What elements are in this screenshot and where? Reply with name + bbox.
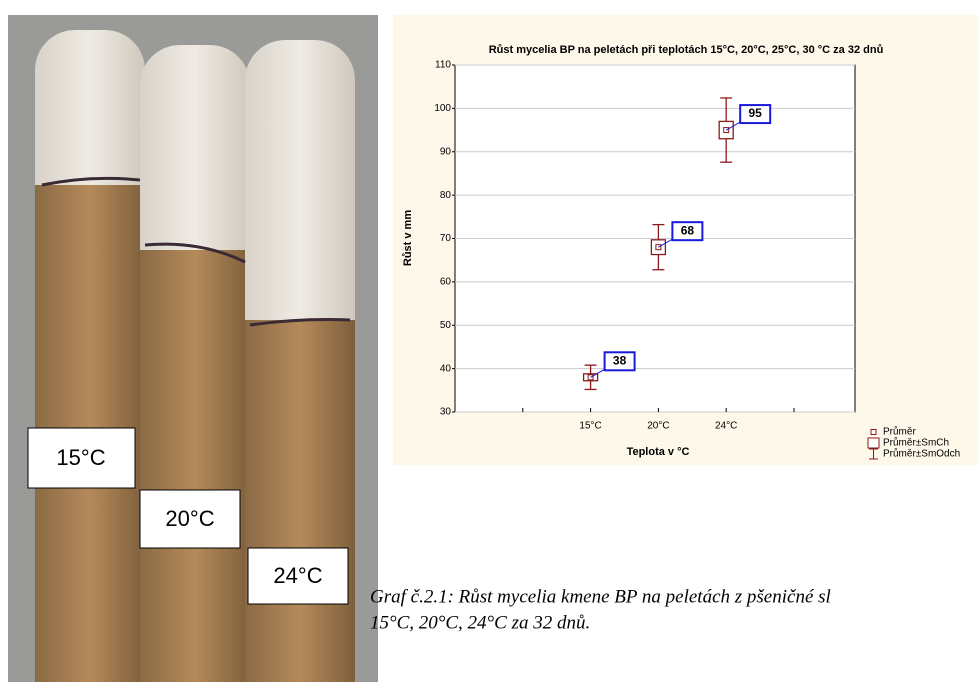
photo-label: 15°C (56, 445, 105, 470)
y-tick-label: 30 (440, 407, 452, 418)
legend-swatch (867, 437, 880, 449)
y-tick-label: 110 (435, 60, 451, 71)
value-label-box (603, 351, 636, 372)
y-tick-label: 70 (440, 233, 452, 244)
value-label-box (739, 104, 772, 125)
legend-label: Průměr±SmOdch (883, 448, 960, 460)
x-tick-label: 15°C (579, 421, 601, 432)
legend-label: Průměr±SmCh (883, 437, 949, 449)
value-label: 38 (613, 353, 627, 367)
label-connector (725, 121, 741, 131)
y-tick-label: 80 (440, 190, 452, 201)
y-axis-label: Růst v mm (402, 210, 414, 266)
caption-line: Graf č.2.1: Růst mycelia kmene BP na pel… (370, 586, 831, 607)
photo-label: 20°C (165, 506, 214, 531)
x-tick-label: 20°C (647, 421, 669, 432)
x-tick-label: 24°C (715, 421, 737, 432)
x-axis-label: Teplota v °C (627, 446, 690, 458)
label-connector (590, 368, 605, 378)
label-connector (658, 238, 673, 248)
value-label-box (671, 221, 704, 242)
y-tick-label: 40 (440, 363, 452, 374)
y-tick-label: 60 (440, 277, 452, 288)
caption-line: 15°C, 20°C, 24°C za 32 dnů. (370, 612, 590, 633)
y-tick-label: 100 (434, 103, 451, 114)
photo-label: 24°C (273, 563, 322, 588)
value-label: 68 (681, 223, 695, 237)
y-tick-label: 50 (440, 320, 452, 331)
value-label: 95 (749, 106, 763, 120)
legend-swatch (870, 429, 877, 435)
y-tick-label: 90 (440, 146, 452, 157)
chart-title: Růst mycelia BP na peletách při teplotác… (489, 44, 884, 56)
legend-label: Průměr (883, 426, 916, 438)
chart: Růst mycelia BP na peletách při teplotác… (393, 15, 978, 465)
photo: 15°C 20°C 24°C (8, 15, 378, 682)
